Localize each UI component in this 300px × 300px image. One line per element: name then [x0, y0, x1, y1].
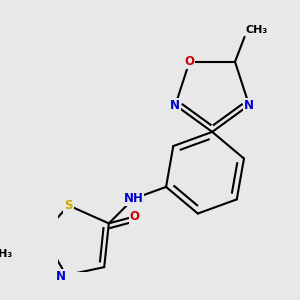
- Text: N: N: [56, 270, 66, 283]
- Text: N: N: [170, 99, 180, 112]
- Text: O: O: [130, 210, 140, 223]
- Text: N: N: [244, 99, 254, 112]
- Text: NH: NH: [124, 192, 143, 205]
- Text: CH₃: CH₃: [246, 26, 268, 35]
- Text: S: S: [64, 199, 73, 212]
- Text: O: O: [184, 55, 194, 68]
- Text: CH₃: CH₃: [0, 249, 13, 259]
